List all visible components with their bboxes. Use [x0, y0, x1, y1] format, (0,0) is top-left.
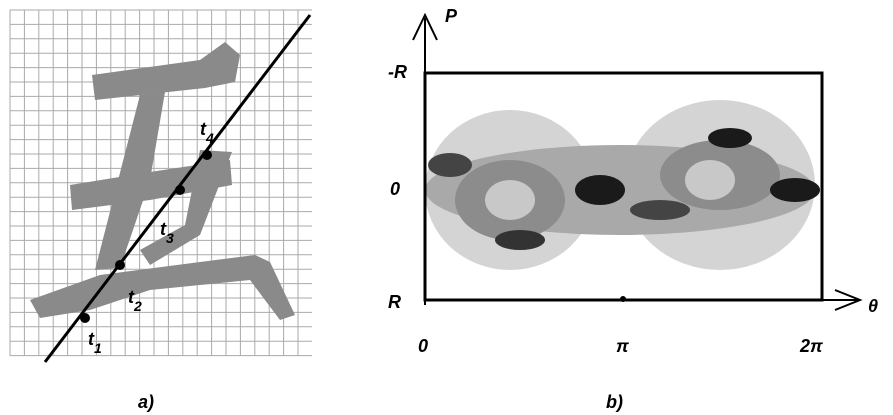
theta-label: θ [868, 296, 878, 316]
point-index: 4 [205, 130, 214, 146]
row-label: R [388, 292, 401, 312]
sinogram [425, 100, 820, 270]
intersection-point [202, 150, 212, 160]
origin-dot [620, 296, 626, 302]
row-label: 0 [390, 179, 400, 199]
row-label: -R [388, 62, 407, 82]
intersection-point [175, 185, 185, 195]
p-label: P [445, 6, 458, 26]
figure: t1t2t3t4 a) P θ -R 0 R 0 π 2π b) [0, 0, 893, 415]
caption-a: a) [138, 392, 154, 412]
theta-axis [425, 290, 860, 310]
intersection-point [80, 313, 90, 323]
column-label: 2π [799, 336, 823, 356]
caption-b: b) [606, 392, 623, 412]
intersection-point [115, 260, 125, 270]
column-label: 0 [418, 336, 428, 356]
point-index: 3 [166, 230, 174, 246]
point-index: 1 [94, 340, 102, 356]
column-label: π [616, 336, 629, 356]
point-label: t1 [88, 329, 102, 356]
point-index: 2 [133, 298, 142, 314]
